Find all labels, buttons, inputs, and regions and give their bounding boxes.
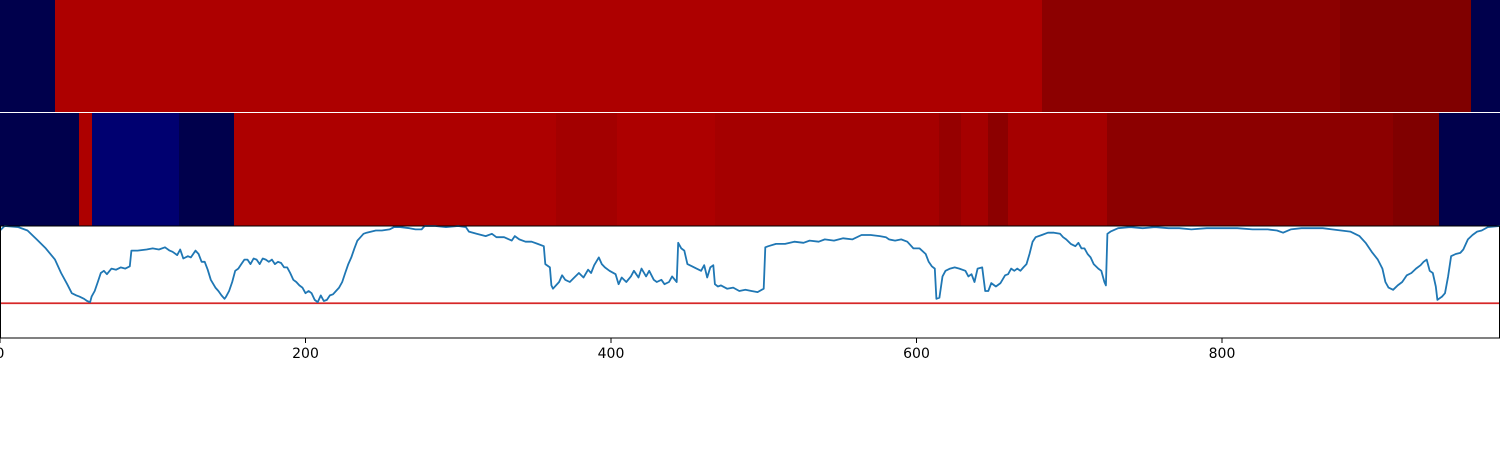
middle-track-segment-7 <box>617 113 715 226</box>
heatmap-track-top <box>0 0 1500 112</box>
middle-track-segment-8 <box>715 113 939 226</box>
middle-track-segment-2 <box>79 113 92 226</box>
middle-track-segment-4 <box>179 113 234 226</box>
middle-track-segment-15 <box>1439 113 1500 226</box>
x-tick-label-400: 400 <box>598 346 625 362</box>
middle-track-segment-12 <box>1008 113 1107 226</box>
middle-track-segment-3 <box>92 113 179 226</box>
top-track-segment-5 <box>1471 0 1500 112</box>
middle-track-segment-5 <box>234 113 556 226</box>
middle-track-segment-9 <box>939 113 961 226</box>
x-tick-label-200: 200 <box>292 346 319 362</box>
top-track-segment-2 <box>55 0 1042 112</box>
middle-track-segment-1 <box>0 113 79 226</box>
x-tick-label-800: 800 <box>1209 346 1236 362</box>
top-track-segment-3 <box>1042 0 1340 112</box>
middle-track-segment-13 <box>1107 113 1393 226</box>
line-panel-frame <box>0 225 1500 339</box>
middle-track-segment-14 <box>1393 113 1439 226</box>
top-track-segment-1 <box>0 0 55 112</box>
x-tick-label-600: 600 <box>903 346 930 362</box>
x-axis: 0 200 400 600 800 <box>0 338 1235 362</box>
track-separator <box>0 112 1500 113</box>
x-tick-label-0: 0 <box>0 346 4 362</box>
middle-track-segment-6 <box>556 113 617 226</box>
heatmap-track-middle <box>0 113 1500 226</box>
middle-track-segment-10 <box>961 113 988 226</box>
line-plot-panel <box>0 225 1500 305</box>
top-track-segment-4 <box>1340 0 1471 112</box>
middle-track-segment-11 <box>988 113 1008 226</box>
series-line <box>0 225 1500 304</box>
